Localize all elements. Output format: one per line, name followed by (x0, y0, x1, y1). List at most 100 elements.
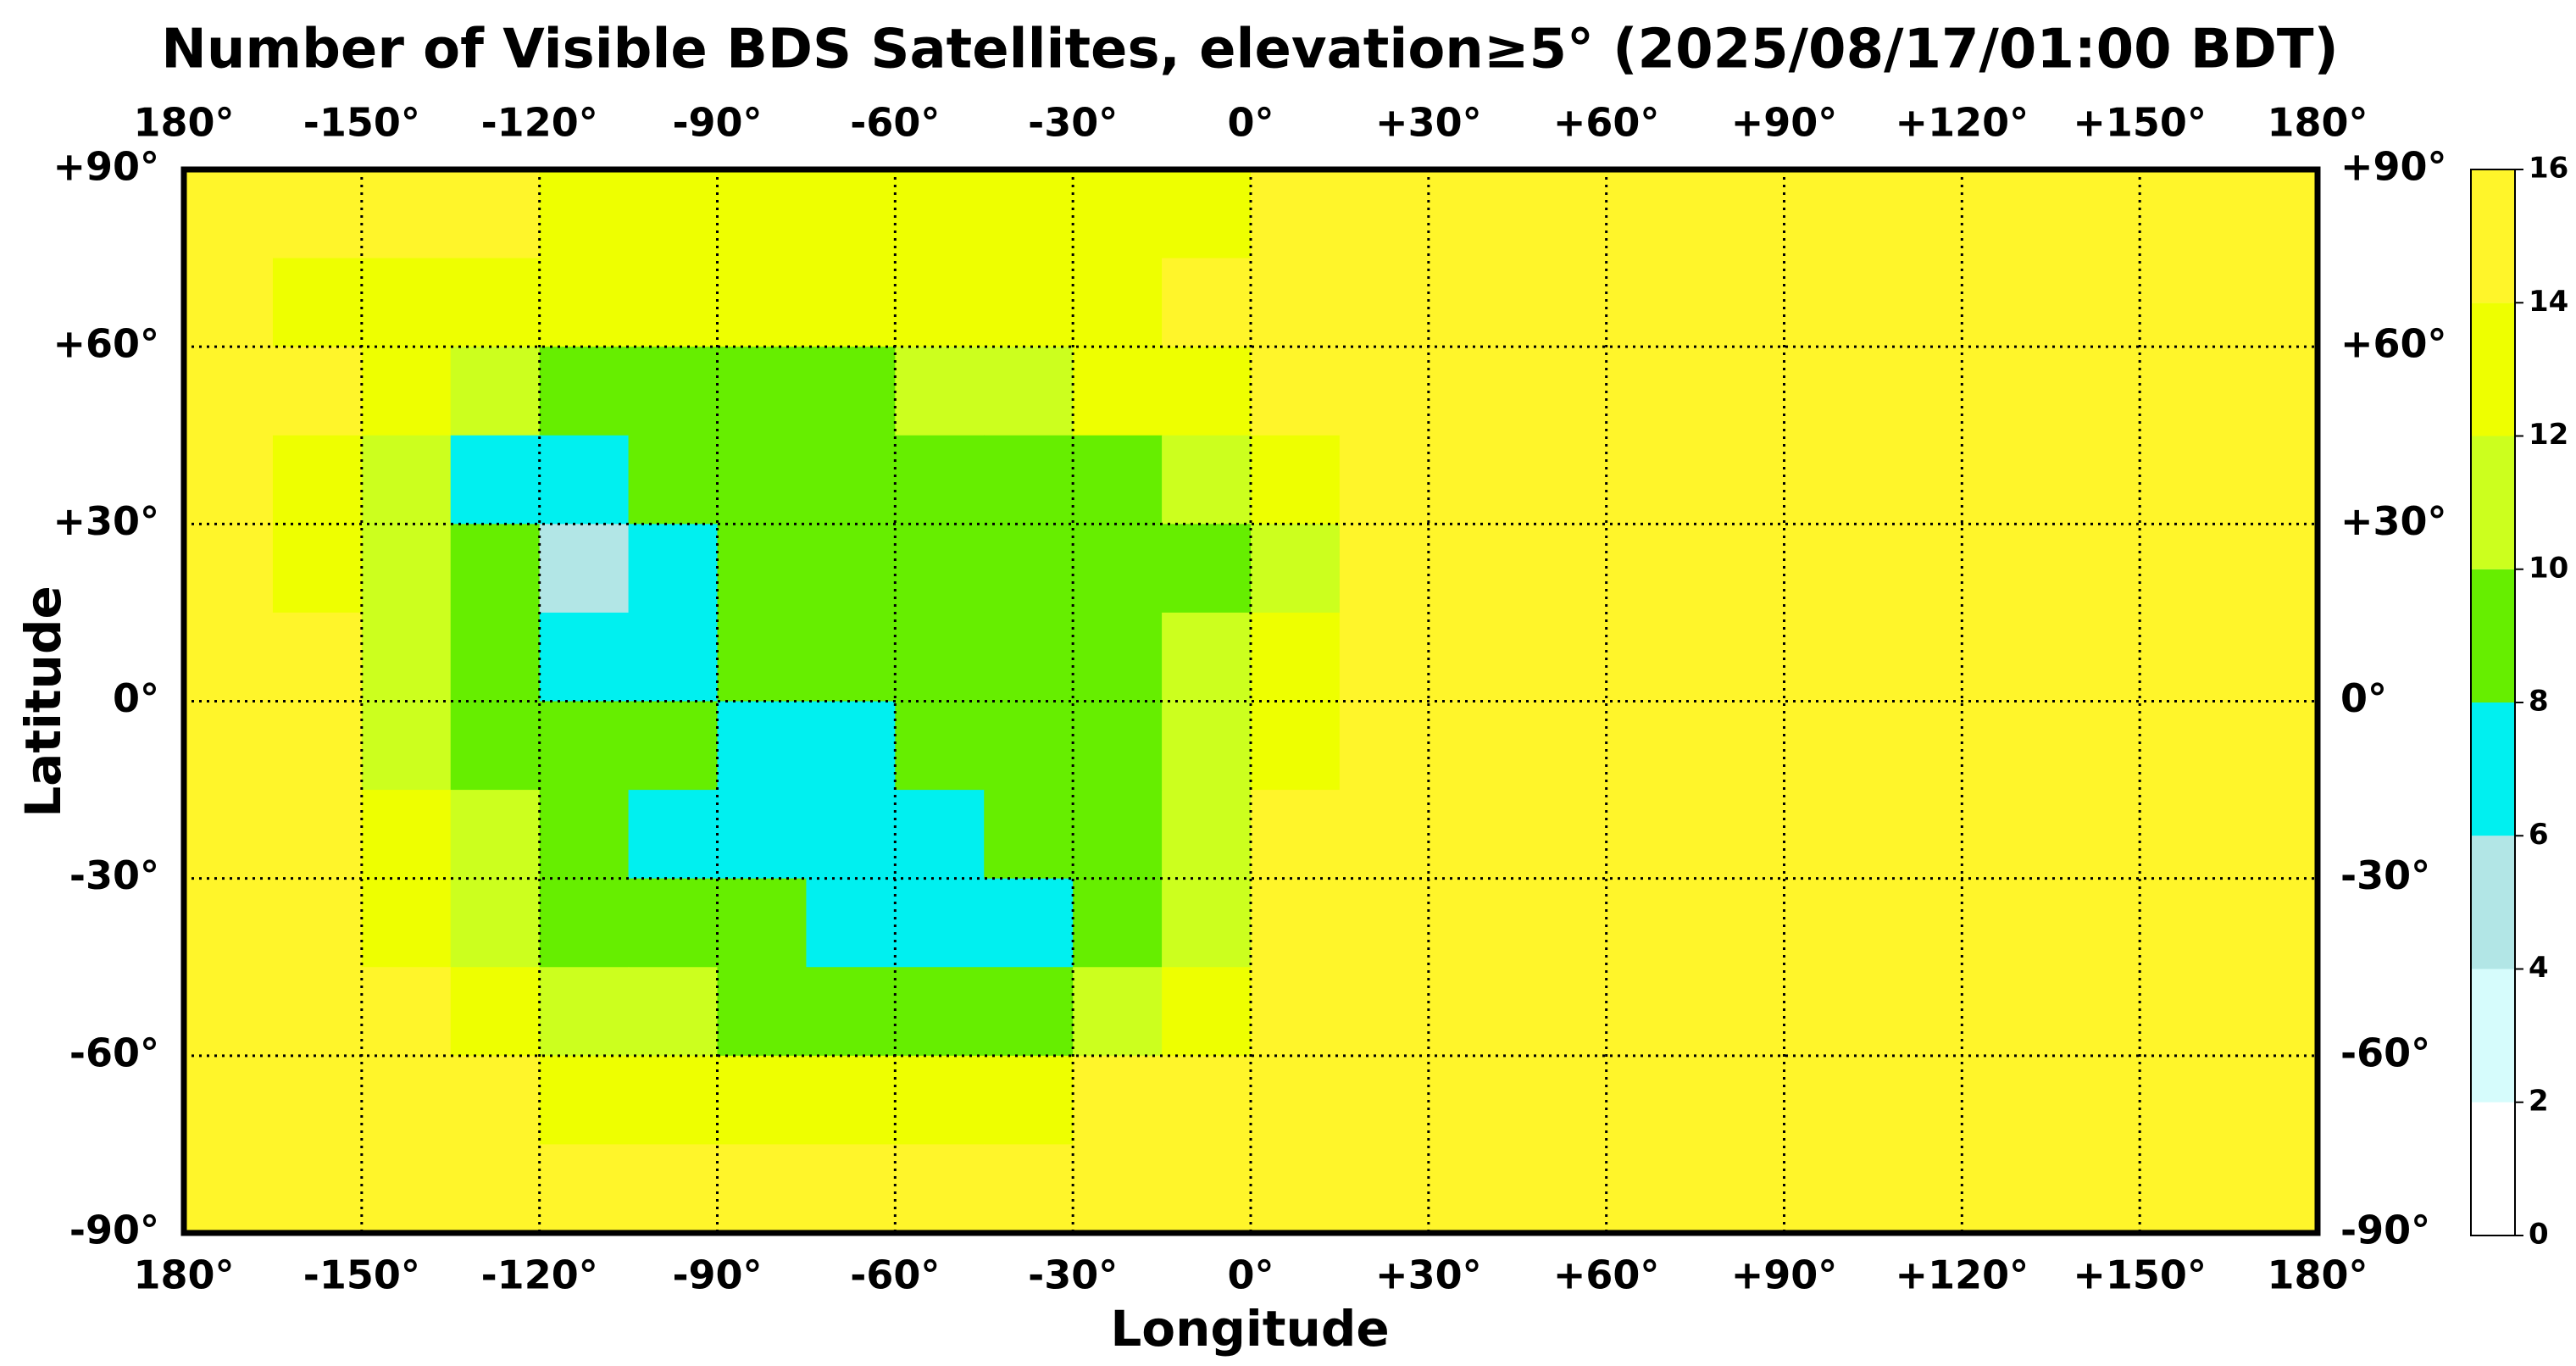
heat-cell (717, 701, 808, 791)
heat-cell (1873, 1144, 1963, 1234)
heat-cell (1251, 258, 1341, 347)
x-tick-label: -90° (672, 100, 762, 146)
heat-cell (272, 967, 363, 1057)
heat-cell (450, 258, 541, 347)
heat-cell (1073, 1055, 1163, 1146)
heat-cell (1962, 612, 2052, 702)
heat-cell (1695, 524, 1785, 614)
heat-cell (2051, 435, 2140, 525)
heat-cell (1073, 967, 1163, 1057)
heat-cell (1162, 435, 1252, 525)
heat-cell (272, 612, 363, 702)
colorbar-tick-label: 2 (2529, 1084, 2549, 1118)
heat-cell (1162, 258, 1252, 347)
heat-cell (1784, 169, 1874, 259)
heat-cell (984, 1144, 1074, 1234)
x-tick-label: +120° (1896, 100, 2029, 146)
heat-cell (2229, 967, 2318, 1057)
heat-cell (628, 258, 719, 347)
heat-cell (628, 1055, 719, 1146)
heat-cell (895, 878, 985, 969)
heat-cell (1251, 524, 1341, 614)
heat-cell (2140, 878, 2229, 969)
heat-cell (895, 1055, 985, 1146)
heat-cell (2229, 701, 2318, 791)
heat-cell (1073, 878, 1163, 969)
heat-cell (1339, 524, 1430, 614)
heat-cell (1695, 612, 1785, 702)
heat-cell (1695, 347, 1785, 436)
x-tick-label: +120° (1896, 1252, 2029, 1298)
heat-cell (628, 790, 719, 880)
colorbar-bin (2471, 303, 2515, 436)
heat-cell (1251, 701, 1341, 791)
heat-cell (2140, 347, 2229, 436)
heat-cell (1428, 701, 1518, 791)
heat-cell (1962, 347, 2052, 436)
heat-cell (2051, 524, 2140, 614)
heat-cell (1073, 258, 1163, 347)
x-tick-label: -150° (303, 100, 420, 146)
heat-cell (1606, 347, 1696, 436)
colorbar-tick-label: 4 (2529, 951, 2549, 985)
heat-cell (628, 878, 719, 969)
heat-cell (1073, 347, 1163, 436)
x-tick-label: 180° (2267, 1252, 2368, 1298)
heat-cell (2229, 1144, 2318, 1234)
x-tick-label: 180° (133, 100, 234, 146)
heat-cell (1073, 612, 1163, 702)
heat-cell (806, 790, 897, 880)
x-tick-label: -150° (303, 1252, 420, 1298)
heat-cell (1606, 524, 1696, 614)
heat-cell (2229, 790, 2318, 880)
heat-cell (895, 612, 985, 702)
heat-cell (717, 1144, 808, 1234)
heat-cell (2051, 967, 2140, 1057)
heat-cell (984, 524, 1074, 614)
heat-cell (806, 878, 897, 969)
heat-cell (628, 1144, 719, 1234)
heat-cell (628, 612, 719, 702)
x-tick-label: +150° (2073, 1252, 2207, 1298)
heat-cell (2140, 612, 2229, 702)
heat-cell (1695, 169, 1785, 259)
heat-cell (2051, 169, 2140, 259)
heat-cell (1873, 790, 1963, 880)
heat-cell (1873, 967, 1963, 1057)
y-tick-label: +30° (53, 498, 159, 544)
colorbar-bin (2471, 836, 2515, 969)
heat-cell (1873, 169, 1963, 259)
colorbar-tick-label: 0 (2529, 1218, 2549, 1252)
heat-cell (806, 258, 897, 347)
heat-cell (184, 701, 274, 791)
heat-cell (272, 169, 363, 259)
heat-cell (984, 790, 1074, 880)
heat-cell (1428, 524, 1518, 614)
heat-cell (1339, 612, 1430, 702)
heat-cell (1517, 612, 1607, 702)
heat-cell (2229, 878, 2318, 969)
heat-cell (450, 967, 541, 1057)
heat-cell (806, 612, 897, 702)
heat-cell (539, 258, 630, 347)
chart-title: Number of Visible BDS Satellites, elevat… (161, 19, 2338, 81)
heat-cell (1784, 790, 1874, 880)
heat-cell (1962, 524, 2052, 614)
x-tick-label: -120° (481, 1252, 598, 1298)
heat-cell (1339, 701, 1430, 791)
heat-cell (1162, 169, 1252, 259)
heat-cell (2051, 701, 2140, 791)
heat-cell (1606, 878, 1696, 969)
colorbar-bin (2471, 569, 2515, 702)
heat-cell (984, 1055, 1074, 1146)
heat-cell (806, 701, 897, 791)
heat-cell (1784, 701, 1874, 791)
heat-cell (1251, 169, 1341, 259)
heat-cell (1606, 967, 1696, 1057)
x-tick-label: 0° (1227, 100, 1274, 146)
heat-cell (1339, 878, 1430, 969)
heat-cell (1428, 967, 1518, 1057)
colorbar-bin (2471, 436, 2515, 569)
heat-cell (628, 347, 719, 436)
